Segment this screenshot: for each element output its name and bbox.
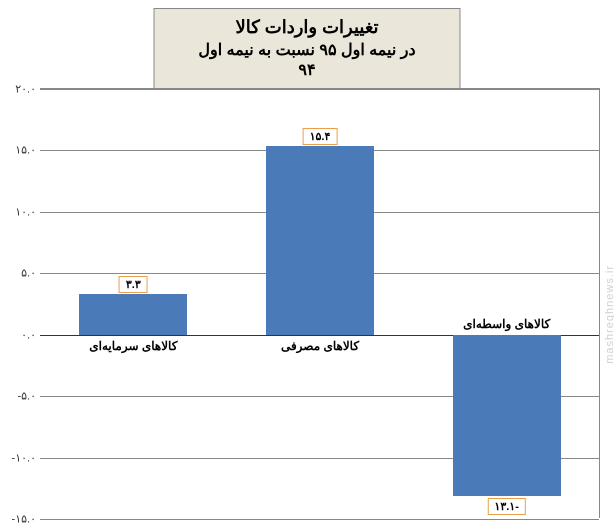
data-label: ۳.۳ [119,276,148,293]
category-label: کالاهای مصرفی [281,339,359,353]
watermark-text: mashreghnews.ir [604,265,614,364]
y-tick-label: ۲۰.۰ [2,83,36,96]
y-tick-label: ۱۰.۰ [2,205,36,218]
gridline [40,519,599,520]
chart-plot-area: ۲۰.۰۱۵.۰۱۰.۰۵.۰۰.۰-۵.۰-۱۰.۰-۱۵.۰-۱۳.۱کال… [40,88,600,518]
bar [453,335,561,496]
y-tick-label: -۵.۰ [2,390,36,403]
y-tick-label: -۱۵.۰ [2,513,36,526]
bar [266,146,374,335]
y-tick-label: ۵.۰ [2,267,36,280]
chart-title-line2: در نیمه اول ۹۵ نسبت به نیمه اول ۹۴ [195,40,420,80]
gridline [40,89,599,90]
chart-title-box: تغییرات واردات کالا در نیمه اول ۹۵ نسبت … [154,8,461,89]
data-label: -۱۳.۱ [487,498,525,515]
y-tick-label: ۱۵.۰ [2,144,36,157]
bar [79,294,187,335]
y-tick-label: ۰.۰ [2,328,36,341]
y-tick-label: -۱۰.۰ [2,451,36,464]
data-label: ۱۵.۴ [303,128,338,145]
category-label: کالاهای واسطه‌ای [463,317,550,331]
category-label: کالاهای سرمایه‌ای [89,339,177,353]
chart-title-line1: تغییرات واردات کالا [195,17,420,38]
